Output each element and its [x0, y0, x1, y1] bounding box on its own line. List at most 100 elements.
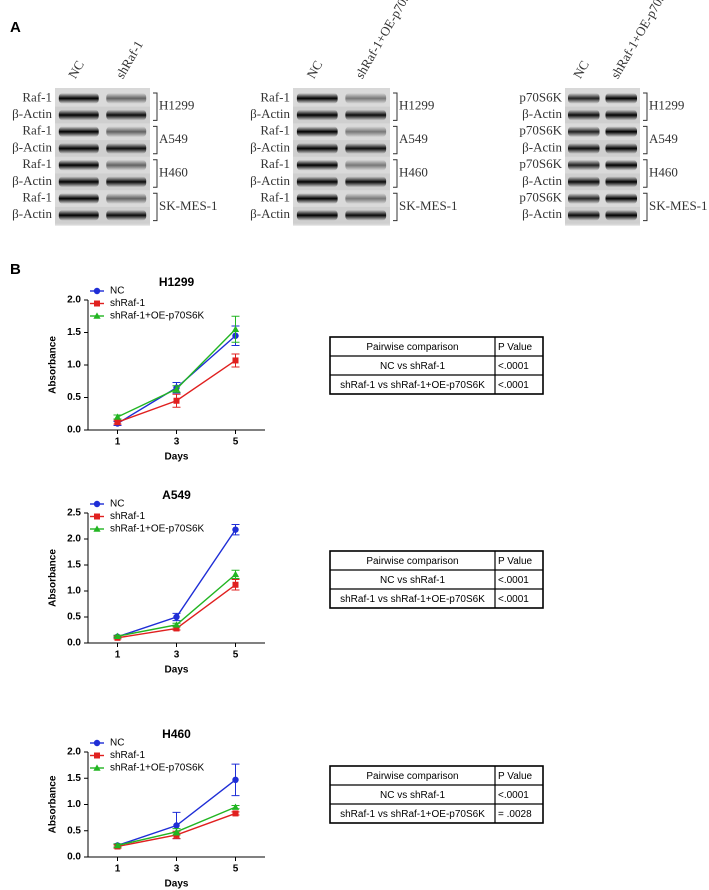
- cell-line-label: H1299: [159, 98, 194, 113]
- blot-band: [568, 109, 600, 121]
- blot-band: [106, 143, 147, 154]
- blot-band: [106, 93, 147, 104]
- y-tick-label: 0.0: [67, 852, 81, 863]
- bracket: [153, 92, 158, 121]
- y-tick-label: 1.5: [67, 327, 81, 338]
- data-point: [93, 312, 101, 319]
- data-point: [232, 357, 239, 364]
- blot-band: [605, 126, 637, 138]
- lane-label: shRaf-1: [112, 38, 146, 81]
- bracket: [153, 192, 158, 222]
- data-point: [94, 513, 100, 520]
- table-header: P Value: [498, 556, 533, 567]
- cell-line-label: A549: [399, 131, 428, 146]
- blot-band: [58, 143, 99, 154]
- blot-row-label: p70S6K: [519, 156, 562, 171]
- blot-band: [58, 109, 99, 121]
- table-cell: <.0001: [498, 790, 529, 801]
- blot-row-label: Raf-1: [260, 190, 290, 205]
- blot-band: [345, 109, 387, 121]
- table-cell: NC vs shRaf-1: [380, 790, 445, 801]
- data-point: [173, 625, 180, 632]
- blot-band: [58, 193, 99, 204]
- table-border: [329, 765, 544, 824]
- blot-band: [568, 176, 600, 188]
- legend-label: shRaf-1: [110, 750, 145, 761]
- y-tick-label: 0.5: [67, 825, 81, 836]
- y-tick-label: 1.0: [67, 360, 81, 371]
- table-cell: <.0001: [498, 380, 529, 391]
- blot-row-label: β-Actin: [12, 173, 52, 188]
- blot-band: [605, 159, 637, 171]
- data-point: [93, 764, 101, 771]
- x-tick-label: 3: [174, 437, 180, 448]
- blot-band: [58, 176, 99, 188]
- table-header: Pairwise comparison: [366, 342, 458, 353]
- cell-line-label: A549: [649, 131, 678, 146]
- blot-row-label: β-Actin: [250, 206, 290, 221]
- table-cell: <.0001: [498, 594, 529, 605]
- bracket: [643, 125, 648, 155]
- blot-row-label: Raf-1: [260, 123, 290, 138]
- x-tick-label: 1: [115, 437, 121, 448]
- blot-band: [345, 143, 387, 154]
- blot-band: [345, 176, 387, 188]
- y-axis-label: Absorbance: [48, 775, 59, 833]
- data-point: [113, 413, 122, 420]
- blot-band: [296, 109, 338, 121]
- legend-label: shRaf-1+OE-p70S6K: [110, 524, 205, 535]
- cell-line-label: SK-MES-1: [399, 198, 458, 213]
- bracket: [393, 192, 398, 222]
- blot-band: [605, 93, 637, 104]
- y-tick-label: 1.5: [67, 773, 81, 784]
- x-tick-label: 3: [174, 650, 180, 661]
- data-point: [231, 325, 240, 333]
- data-point: [94, 752, 100, 759]
- data-point: [94, 300, 100, 307]
- blot-band: [605, 176, 637, 188]
- data-point: [232, 581, 239, 588]
- data-point: [93, 739, 101, 747]
- blot-band: [605, 109, 637, 121]
- bracket: [643, 159, 648, 188]
- blot-row-label: p70S6K: [519, 89, 562, 104]
- blot-row-label: β-Actin: [522, 173, 562, 188]
- blot-band: [345, 159, 387, 171]
- x-tick-label: 5: [233, 864, 239, 875]
- x-axis-label: Days: [165, 665, 189, 676]
- cell-line-label: H460: [649, 164, 678, 179]
- blot-band: [568, 193, 600, 204]
- bracket: [153, 125, 158, 155]
- bracket: [393, 125, 398, 155]
- blot-band: [58, 93, 99, 104]
- blot-row-label: β-Actin: [522, 206, 562, 221]
- blot-band: [605, 209, 637, 221]
- cell-line-label: H460: [399, 164, 428, 179]
- blot-band: [345, 209, 387, 221]
- x-tick-label: 3: [174, 864, 180, 875]
- table-header: Pairwise comparison: [366, 556, 458, 567]
- x-tick-label: 1: [115, 650, 121, 661]
- legend-label: NC: [110, 499, 124, 510]
- data-point: [232, 776, 239, 784]
- y-tick-label: 2.0: [67, 747, 81, 758]
- blot-row-label: β-Actin: [250, 173, 290, 188]
- data-point: [172, 828, 181, 835]
- blot-row-label: p70S6K: [519, 123, 562, 138]
- table-cell: shRaf-1 vs shRaf-1+OE-p70S6K: [340, 594, 485, 605]
- blot-band: [296, 193, 338, 204]
- blot-row-label: Raf-1: [260, 156, 290, 171]
- x-tick-label: 5: [233, 437, 239, 448]
- data-point: [173, 397, 180, 404]
- y-axis-label: Absorbance: [48, 336, 59, 394]
- y-axis-label: Absorbance: [48, 549, 59, 607]
- data-point: [93, 287, 101, 295]
- cell-line-label: H1299: [399, 98, 434, 113]
- data-point: [114, 419, 121, 426]
- legend-label: shRaf-1: [110, 298, 145, 309]
- data-point: [93, 500, 101, 508]
- cell-line-label: H1299: [649, 98, 684, 113]
- blot-row-label: β-Actin: [250, 139, 290, 154]
- lane-label: NC: [570, 58, 592, 81]
